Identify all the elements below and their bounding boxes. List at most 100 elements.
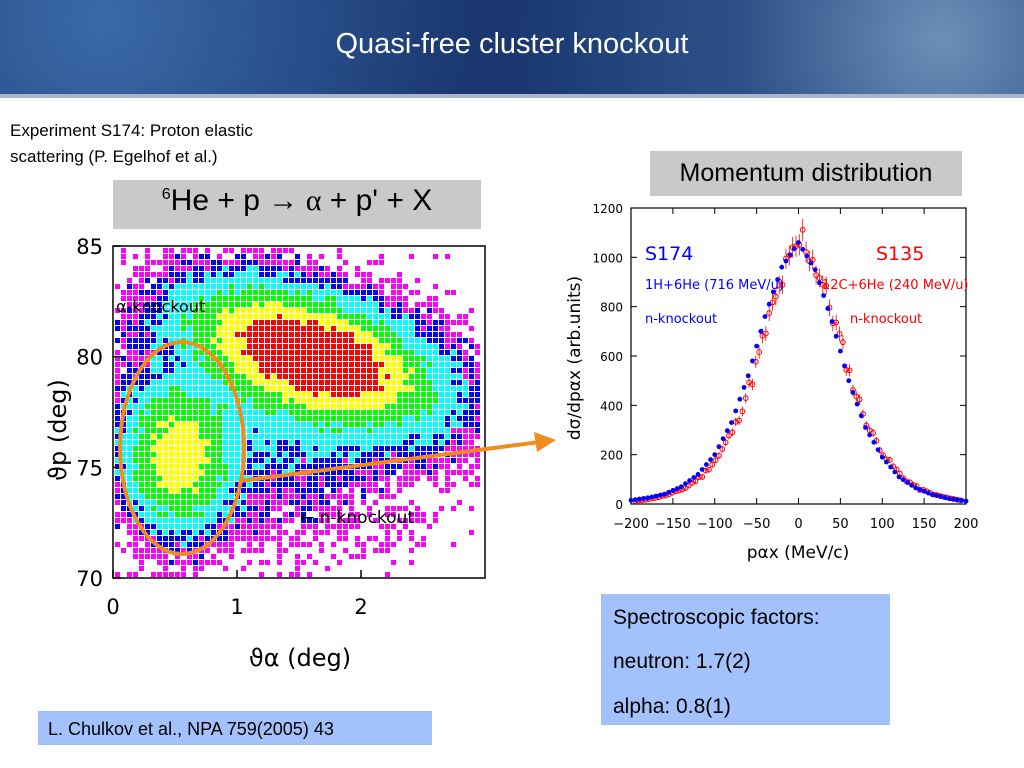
heatmap-cell bbox=[127, 446, 132, 451]
heatmap-cell bbox=[367, 302, 372, 307]
heatmap-cell bbox=[187, 458, 192, 463]
heatmap-cell bbox=[217, 350, 222, 355]
heatmap-cell bbox=[235, 350, 240, 355]
heatmap-cell bbox=[145, 530, 150, 535]
heatmap-cell bbox=[325, 290, 330, 295]
heatmap-cell bbox=[139, 428, 144, 433]
heatmap-cell bbox=[133, 308, 138, 313]
heatmap-cell bbox=[283, 434, 288, 439]
heatmap-cell bbox=[121, 356, 126, 361]
heatmap-cell bbox=[151, 290, 156, 295]
heatmap-cell bbox=[439, 404, 444, 409]
heatmap-cell bbox=[271, 518, 276, 523]
heatmap-cell bbox=[175, 518, 180, 523]
heatmap-cell bbox=[205, 308, 210, 313]
heatmap-cell bbox=[139, 392, 144, 397]
heatmap-cell bbox=[181, 356, 186, 361]
heatmap-cell bbox=[301, 434, 306, 439]
heatmap-cell bbox=[157, 506, 162, 511]
heatmap-cell bbox=[163, 434, 168, 439]
heatmap-cell bbox=[151, 416, 156, 421]
heatmap-cell bbox=[325, 524, 330, 529]
heatmap-cell bbox=[115, 488, 120, 493]
heatmap-cell bbox=[217, 386, 222, 391]
heatmap-cell bbox=[253, 308, 258, 313]
heatmap-cell bbox=[265, 518, 270, 523]
heatmap-cell bbox=[259, 428, 264, 433]
heatmap-cell bbox=[217, 290, 222, 295]
heatmap-cell bbox=[199, 278, 204, 283]
heatmap-cell bbox=[319, 404, 324, 409]
heatmap-cell bbox=[343, 356, 348, 361]
heatmap-cell bbox=[343, 344, 348, 349]
spectroscopic-neutron: neutron: 1.7(2) bbox=[613, 650, 751, 673]
heatmap-cell bbox=[355, 482, 360, 487]
heatmap-cell bbox=[331, 398, 336, 403]
heatmap-cell bbox=[157, 446, 162, 451]
heatmap-cell bbox=[253, 482, 258, 487]
heatmap-cell bbox=[121, 392, 126, 397]
heatmap-cell bbox=[265, 464, 270, 469]
heatmap-cell bbox=[187, 266, 192, 271]
heatmap-cell bbox=[121, 518, 126, 523]
heatmap-cell bbox=[289, 440, 294, 445]
heatmap-cell bbox=[223, 428, 228, 433]
s135-point bbox=[719, 446, 726, 453]
heatmap-cell bbox=[463, 470, 468, 475]
heatmap-cell bbox=[271, 284, 276, 289]
heatmap-cell bbox=[199, 452, 204, 457]
heatmap-cell bbox=[187, 542, 192, 547]
heatmap-cell bbox=[391, 470, 396, 475]
heatmap-cell bbox=[475, 368, 480, 373]
heatmap-cell bbox=[331, 416, 336, 421]
s174-point bbox=[825, 306, 831, 311]
heatmap-cell bbox=[151, 506, 156, 511]
heatmap-cell bbox=[337, 440, 342, 445]
heatmap-cell bbox=[139, 440, 144, 445]
heatmap-cell bbox=[289, 332, 294, 337]
heatmap-cell bbox=[463, 410, 468, 415]
heatmap-cell bbox=[475, 374, 480, 379]
heatmap-cell bbox=[355, 326, 360, 331]
heatmap-cell bbox=[229, 374, 234, 379]
heatmap-cell bbox=[379, 278, 384, 283]
heatmap-cell bbox=[409, 452, 414, 457]
heatmap-cell bbox=[169, 296, 174, 301]
heatmap-cell bbox=[463, 368, 468, 373]
heatmap-cell bbox=[241, 254, 246, 259]
heatmap-cell bbox=[295, 542, 300, 547]
heatmap-cell bbox=[205, 458, 210, 463]
heatmap-cell bbox=[289, 374, 294, 379]
heatmap-cell bbox=[295, 572, 300, 577]
heatmap-cell bbox=[193, 392, 198, 397]
heatmap-cell bbox=[283, 494, 288, 499]
heatmap-cell bbox=[211, 374, 216, 379]
heatmap-cell bbox=[307, 518, 312, 523]
s135-point bbox=[749, 381, 756, 388]
heatmap-cell bbox=[355, 362, 360, 367]
heatmap-cell bbox=[229, 404, 234, 409]
heatmap-cell bbox=[349, 404, 354, 409]
heatmap-cell bbox=[235, 428, 240, 433]
heatmap-cell bbox=[175, 260, 180, 265]
heatmap-cell bbox=[139, 284, 144, 289]
heatmap-cell bbox=[337, 410, 342, 415]
heatmap-cell bbox=[313, 272, 318, 277]
heatmap-cell bbox=[295, 308, 300, 313]
heatmap-cell bbox=[157, 470, 162, 475]
heatmap-cell bbox=[247, 344, 252, 349]
heatmap-cell bbox=[157, 416, 162, 421]
heatmap-cell bbox=[373, 302, 378, 307]
heatmap-cell bbox=[367, 446, 372, 451]
heatmap-cell bbox=[229, 332, 234, 337]
heatmap-cell bbox=[151, 374, 156, 379]
heatmap-cell bbox=[433, 356, 438, 361]
s174-point bbox=[904, 480, 910, 485]
heatmap-cell bbox=[463, 314, 468, 319]
heatmap-cell bbox=[163, 512, 168, 517]
heatmap-cell bbox=[205, 392, 210, 397]
heatmap-cell bbox=[211, 338, 216, 343]
heatmap-cell bbox=[133, 356, 138, 361]
heatmap-annotation-n: ← n-knockout bbox=[300, 508, 414, 528]
heatmap-cell bbox=[211, 524, 216, 529]
